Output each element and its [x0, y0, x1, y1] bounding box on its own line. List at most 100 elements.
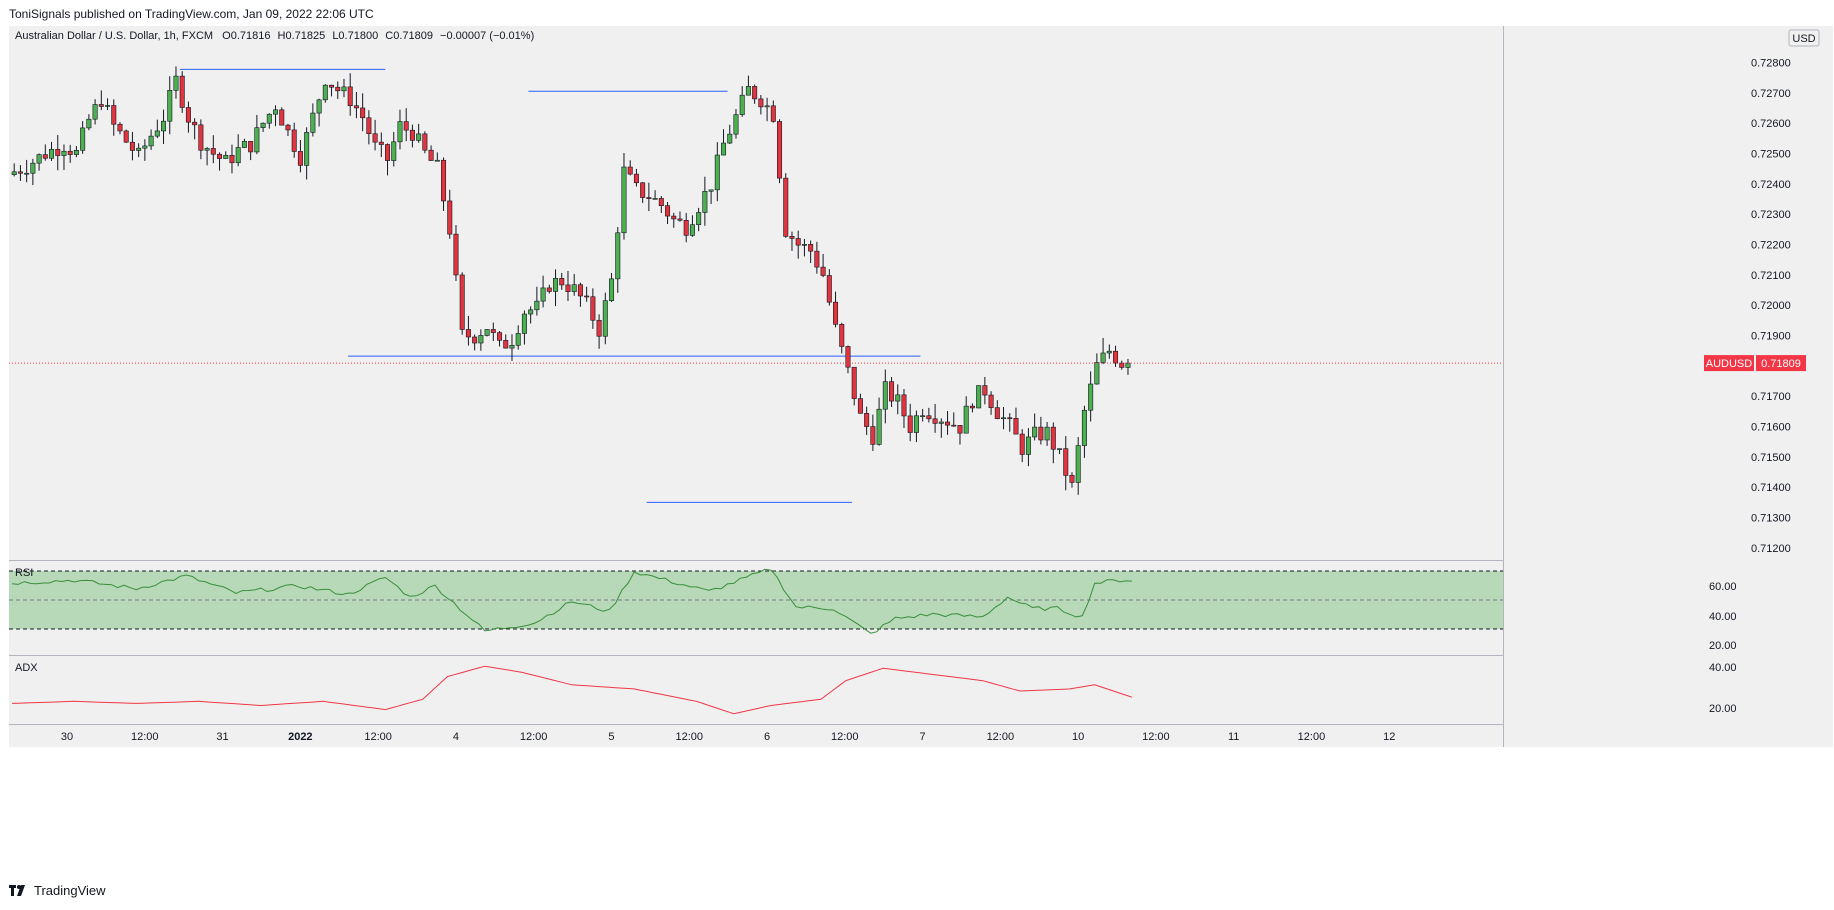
candle-down[interactable] [1019, 433, 1025, 455]
candle-up[interactable] [615, 232, 621, 280]
candle-down[interactable] [969, 405, 975, 409]
candle-down[interactable] [291, 129, 297, 152]
candle-down[interactable] [447, 200, 453, 235]
candle-up[interactable] [689, 224, 695, 236]
candle-up[interactable] [173, 75, 179, 91]
candle-up[interactable] [721, 142, 727, 156]
candle-down[interactable] [845, 346, 851, 368]
candle-up[interactable] [602, 300, 608, 337]
candle-up[interactable] [86, 118, 92, 129]
candle-down[interactable] [347, 86, 353, 107]
candle-up[interactable] [571, 284, 577, 292]
candle-up[interactable] [509, 344, 515, 349]
candle-down[interactable] [596, 319, 602, 337]
candle-up[interactable] [882, 381, 888, 410]
candle-down[interactable] [982, 385, 988, 396]
candle-down[interactable] [988, 394, 994, 408]
candle-down[interactable] [1119, 362, 1125, 368]
candle-up[interactable] [733, 114, 739, 135]
candle-down[interactable] [658, 198, 664, 206]
candle-down[interactable] [192, 121, 198, 126]
candle-down[interactable] [428, 149, 434, 161]
candle-down[interactable] [229, 155, 235, 164]
candle-down[interactable] [752, 86, 758, 100]
candle-up[interactable] [521, 313, 527, 334]
candle-up[interactable] [727, 133, 733, 144]
candle-down[interactable] [665, 205, 671, 217]
candle-down[interactable] [627, 166, 633, 175]
candle-up[interactable] [105, 105, 111, 107]
candle-down[interactable] [820, 266, 826, 276]
candle-up[interactable] [49, 148, 55, 159]
candle-down[interactable] [889, 381, 895, 402]
candle-up[interactable] [515, 333, 521, 346]
candle-up[interactable] [478, 335, 484, 344]
candle-down[interactable] [285, 124, 291, 131]
candle-down[interactable] [857, 398, 863, 414]
candle-up[interactable] [938, 421, 944, 424]
candle-down[interactable] [42, 154, 48, 159]
candle-down[interactable] [826, 275, 832, 303]
candle-down[interactable] [497, 332, 503, 341]
candle-down[interactable] [901, 394, 907, 417]
candle-down[interactable] [366, 117, 372, 135]
candle-down[interactable] [422, 133, 428, 151]
candle-down[interactable] [55, 148, 61, 156]
chart-frame[interactable]: Australian Dollar / U.S. Dollar, 1h, FXC… [9, 26, 1833, 874]
candle-down[interactable] [297, 151, 303, 166]
candle-up[interactable] [801, 244, 807, 246]
candle-down[interactable] [546, 287, 552, 292]
chart-svg[interactable]: Australian Dollar / U.S. Dollar, 1h, FXC… [9, 26, 1833, 874]
candle-up[interactable] [913, 415, 919, 433]
candle-down[interactable] [951, 424, 957, 427]
candle-up[interactable] [895, 394, 901, 402]
candle-down[interactable] [409, 129, 415, 141]
candle-down[interactable] [111, 105, 117, 125]
candle-down[interactable] [640, 182, 646, 198]
candle-down[interactable] [590, 296, 596, 321]
candle-up[interactable] [322, 84, 328, 101]
candle-down[interactable] [98, 104, 104, 107]
candle-up[interactable] [61, 150, 67, 156]
candle-up[interactable] [1081, 409, 1087, 446]
candle-up[interactable] [204, 148, 210, 151]
candle-down[interactable] [217, 153, 223, 159]
candle-down[interactable] [926, 415, 932, 420]
candle-down[interactable] [1050, 426, 1056, 450]
candle-up[interactable] [316, 99, 322, 114]
candle-up[interactable] [80, 127, 86, 151]
tradingview-brand[interactable]: TradingView [34, 883, 106, 898]
candle-up[interactable] [223, 155, 229, 159]
candle-up[interactable] [652, 198, 658, 200]
candle-down[interactable] [459, 274, 465, 330]
candle-down[interactable] [279, 109, 285, 126]
candle-down[interactable] [403, 121, 409, 131]
candle-down[interactable] [1113, 350, 1119, 364]
candle-down[interactable] [565, 284, 571, 292]
candle-up[interactable] [266, 113, 272, 124]
candle-down[interactable] [248, 141, 254, 153]
candle-up[interactable] [235, 147, 241, 164]
candle-down[interactable] [808, 244, 814, 252]
candle-up[interactable] [142, 145, 148, 149]
candles[interactable] [11, 66, 1131, 495]
candle-up[interactable] [714, 154, 720, 191]
candle-down[interactable] [814, 250, 820, 268]
candle-down[interactable] [472, 336, 478, 344]
footer[interactable]: TradingView [9, 883, 106, 898]
candle-down[interactable] [559, 278, 565, 286]
candle-down[interactable] [123, 130, 129, 143]
candle-down[interactable] [1069, 475, 1075, 483]
candle-down[interactable] [646, 197, 652, 199]
candle-up[interactable] [540, 287, 546, 302]
candle-up[interactable] [484, 329, 490, 336]
candle-down[interactable] [441, 159, 447, 202]
candle-up[interactable] [1001, 417, 1007, 420]
candle-down[interactable] [503, 340, 509, 349]
candle-up[interactable] [273, 109, 279, 115]
candle-down[interactable] [833, 301, 839, 325]
candle-up[interactable] [1100, 352, 1106, 363]
candle-down[interactable] [864, 413, 870, 427]
candle-down[interactable] [777, 121, 783, 179]
candle-up[interactable] [397, 121, 403, 143]
